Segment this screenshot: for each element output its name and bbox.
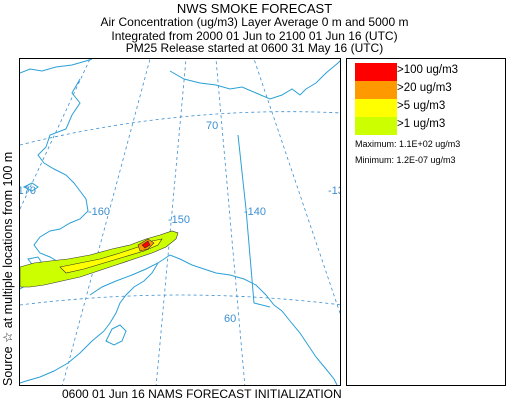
graticule bbox=[20, 59, 340, 385]
gulf-coast bbox=[89, 254, 338, 385]
legend-label: >5 ug/m3 bbox=[397, 100, 446, 112]
latitude-line-60 bbox=[20, 294, 340, 306]
lon-label-170: -170 bbox=[20, 185, 36, 197]
smoke-plume bbox=[20, 230, 179, 288]
concentration-legend: >100 ug/m3 >20 ug/m3 >5 ug/m3 >1 ug/m3 M… bbox=[346, 58, 506, 386]
longitude-line-130 bbox=[253, 59, 340, 315]
lon-label-140: -140 bbox=[244, 206, 266, 218]
legend-swatch-lime bbox=[355, 117, 397, 135]
lon-label-160: -160 bbox=[88, 206, 110, 218]
kenai-peninsula bbox=[103, 262, 159, 332]
minimum-value: Minimum: 1.2E-07 ug/m3 bbox=[355, 155, 456, 165]
arctic-coast bbox=[20, 59, 93, 74]
lon-label-150: -150 bbox=[168, 214, 190, 226]
legend-swatch-yellow bbox=[355, 99, 397, 117]
maximum-value: Maximum: 1.1E+02 ug/m3 bbox=[355, 139, 461, 149]
longitude-line-160 bbox=[62, 59, 151, 385]
integration-period: Integrated from 2000 01 Jun to 2100 01 J… bbox=[111, 29, 398, 43]
plume-gt5 bbox=[59, 238, 163, 274]
alaska-peninsula bbox=[20, 330, 105, 384]
map-canvas: 70 60 -170 -160 -150 -140 -130 bbox=[20, 59, 341, 385]
source-location-label: Source ☆ at multiple locations from 100 … bbox=[1, 151, 15, 386]
legend-label: >1 ug/m3 bbox=[397, 118, 446, 130]
concentration-subtitle: Air Concentration (ug/m3) Layer Average … bbox=[100, 15, 409, 29]
legend-label: >20 ug/m3 bbox=[397, 82, 452, 94]
kodiak-island bbox=[105, 324, 127, 346]
legend-label: >100 ug/m3 bbox=[397, 64, 459, 76]
beaufort-coast bbox=[169, 60, 340, 100]
lat-label-70: 70 bbox=[206, 120, 218, 132]
bering-island bbox=[22, 182, 39, 192]
plume-gt100 bbox=[141, 240, 151, 249]
longitude-line-140 bbox=[215, 59, 246, 385]
legend-swatch-orange bbox=[355, 81, 397, 99]
lat-label-60: 60 bbox=[224, 313, 236, 325]
forecast-initialization: 0600 01 Jun 16 NAMS FORECAST INITIALIZAT… bbox=[62, 387, 342, 401]
longitude-line-150 bbox=[155, 59, 187, 385]
forecast-title: NWS SMOKE FORECAST bbox=[176, 1, 333, 16]
smoke-map: 70 60 -170 -160 -150 -140 -130 bbox=[19, 58, 341, 386]
release-start: PM25 Release started at 0600 31 May 16 (… bbox=[125, 41, 384, 55]
canada-border bbox=[237, 134, 271, 308]
legend-swatch-red bbox=[355, 63, 397, 81]
lon-label-130: -130 bbox=[328, 185, 341, 197]
coastline bbox=[20, 59, 340, 385]
